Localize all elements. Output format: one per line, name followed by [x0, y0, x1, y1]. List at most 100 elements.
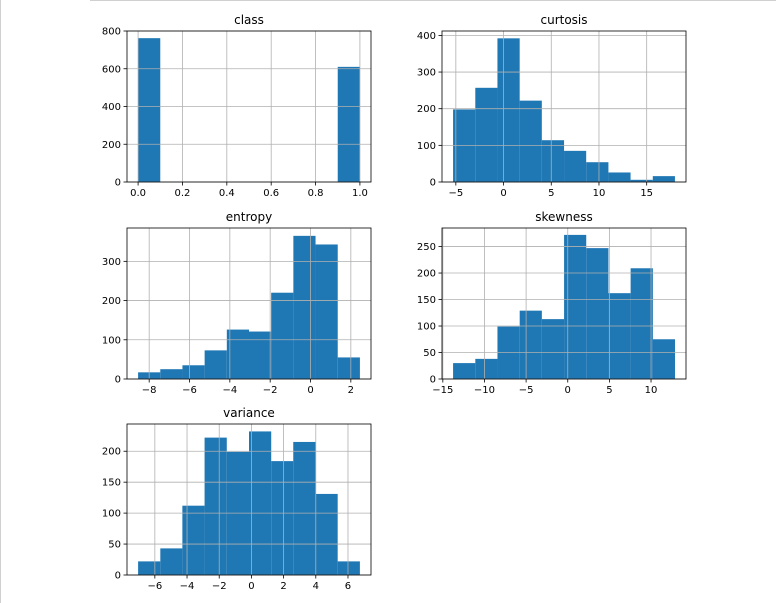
x-tick-label: 10 [645, 385, 658, 396]
histogram-bar [138, 561, 161, 575]
y-tick-label: 600 [102, 64, 121, 75]
histogram-bar [271, 292, 294, 379]
y-tick-label: 0 [115, 571, 121, 582]
histogram-bar [204, 350, 227, 379]
chart-title: variance [223, 406, 275, 420]
axes-frame [441, 30, 687, 183]
x-tick-label: −10 [474, 385, 495, 396]
x-tick-label: 1.0 [352, 188, 368, 199]
histogram-bar [182, 365, 205, 379]
notebook-top-border [90, 0, 776, 1]
y-tick-label: 0 [115, 178, 121, 189]
x-tick-label: 15 [640, 188, 653, 199]
x-tick-label: 0 [248, 581, 254, 592]
histogram-bar [249, 331, 272, 379]
x-tick-label: −6 [182, 385, 197, 396]
y-tick-label: 100 [417, 322, 436, 333]
histogram-bar [497, 38, 520, 183]
y-tick-label: 150 [417, 295, 436, 306]
x-tick-label: −4 [180, 581, 195, 592]
y-tick-label: 200 [417, 269, 436, 280]
axes-frame [126, 423, 372, 576]
x-tick-label: 0 [500, 188, 506, 199]
histogram-bar [160, 548, 183, 575]
x-tick-label: −6 [147, 581, 162, 592]
y-tick-label: 150 [102, 478, 121, 489]
histogram-bar [475, 358, 498, 379]
y-tick-label: 300 [102, 257, 121, 268]
y-tick-label: 100 [417, 141, 436, 152]
x-tick-label: −4 [222, 385, 237, 396]
axes-frame [126, 227, 372, 380]
y-tick-label: 200 [102, 140, 121, 151]
chart-title: skewness [535, 210, 592, 224]
histogram-bar [519, 310, 542, 379]
histogram-bar [608, 293, 631, 379]
histogram-bar [293, 235, 316, 379]
x-tick-label: −5 [519, 385, 534, 396]
histogram-bar [315, 493, 338, 575]
y-tick-label: 200 [417, 104, 436, 115]
axes-frame [441, 227, 687, 380]
x-tick-label: 2 [348, 385, 354, 396]
histogram-bar [475, 87, 498, 182]
histogram-bar [541, 140, 565, 182]
x-tick-label: 0.6 [263, 188, 279, 199]
histogram-bar [652, 176, 675, 182]
x-tick-label: 0.8 [308, 188, 324, 199]
histogram-curtosis: −5 0 5 10 15 0 100 200 300 400 curtosis [417, 13, 687, 199]
x-tick-label: −15 [432, 385, 453, 396]
y-tick-label: 0 [115, 375, 121, 386]
histogram-bar [226, 329, 249, 379]
histogram-bar [519, 100, 542, 182]
histogram-bar [586, 248, 609, 379]
histogram-bar [608, 172, 631, 182]
histogram-bar [293, 441, 316, 575]
x-tick-label: 0.2 [175, 188, 191, 199]
y-tick-label: 400 [417, 31, 436, 42]
histogram-bar [453, 363, 476, 379]
histogram-entropy: −8 −6 −4 −2 0 2 0 100 200 300 entropy [102, 210, 372, 396]
x-tick-label: 5 [548, 188, 554, 199]
y-tick-label: 200 [102, 296, 121, 307]
y-tick-label: 300 [417, 68, 436, 79]
histogram-bar [160, 369, 183, 379]
histogram-bar [138, 38, 161, 182]
histogram-variance: −6 −4 −2 0 2 4 6 0 50 100 150 200 variance [102, 406, 372, 592]
y-tick-label: 250 [417, 242, 436, 253]
x-tick-label: 4 [313, 581, 319, 592]
y-tick-label: 50 [423, 348, 436, 359]
y-tick-label: 800 [102, 27, 121, 38]
x-tick-label: −2 [263, 385, 278, 396]
histogram-bar [630, 268, 653, 379]
histogram-bar [315, 244, 338, 379]
x-tick-label: −2 [212, 581, 227, 592]
histogram-bar [337, 561, 360, 575]
chart-title: entropy [226, 210, 272, 224]
histogram-bar [204, 437, 227, 575]
y-tick-label: 50 [108, 540, 121, 551]
histogram-bar [249, 431, 272, 575]
histogram-bar [586, 162, 609, 182]
x-tick-label: 10 [593, 188, 606, 199]
chart-title: curtosis [540, 13, 587, 27]
chart-title: class [234, 13, 264, 27]
histogram-bar [564, 150, 587, 182]
x-tick-label: 0.0 [130, 188, 146, 199]
histogram-bar [337, 357, 360, 379]
histogram-bar [182, 505, 205, 575]
x-tick-label: 5 [606, 385, 612, 396]
y-tick-label: 100 [102, 509, 121, 520]
histogram-bar [630, 179, 653, 182]
x-tick-label: −8 [142, 385, 157, 396]
y-tick-label: 100 [102, 335, 121, 346]
y-tick-label: 200 [102, 447, 121, 458]
x-tick-label: 2 [280, 581, 286, 592]
notebook-left-border [0, 0, 1, 603]
histogram-bar [337, 66, 360, 182]
x-tick-label: −5 [448, 188, 463, 199]
x-tick-label: 0 [565, 385, 571, 396]
histogram-class: 0.0 0.2 0.4 0.6 0.8 1.0 0 200 400 600 800 class [102, 13, 372, 199]
